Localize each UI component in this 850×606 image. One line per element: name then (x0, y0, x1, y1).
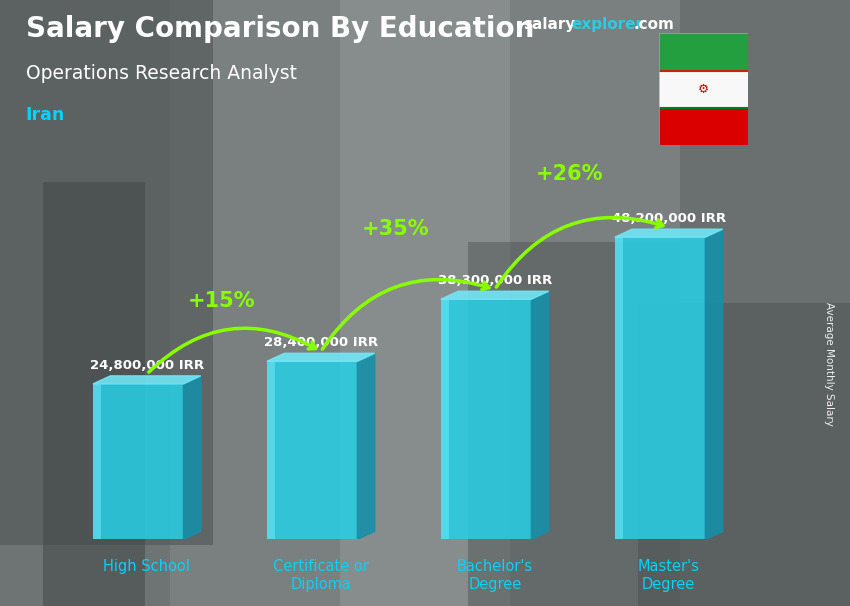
Text: salary: salary (523, 17, 575, 32)
Text: ⚙: ⚙ (698, 83, 709, 96)
Text: 48,200,000 IRR: 48,200,000 IRR (612, 212, 726, 225)
Text: +35%: +35% (362, 219, 429, 239)
Bar (659, 108, 748, 145)
Text: 38,300,000 IRR: 38,300,000 IRR (438, 274, 552, 287)
Bar (340, 0, 510, 606)
Text: High School: High School (104, 559, 190, 574)
Bar (441, 299, 531, 539)
Polygon shape (531, 291, 549, 539)
Polygon shape (615, 229, 722, 237)
Bar (0, 0, 170, 606)
Bar (615, 237, 706, 539)
Text: Master's
Degree: Master's Degree (638, 559, 700, 591)
Bar (615, 237, 623, 539)
Bar (441, 299, 449, 539)
Text: +26%: +26% (536, 164, 604, 184)
Bar (659, 71, 748, 108)
Text: 28,400,000 IRR: 28,400,000 IRR (264, 336, 378, 349)
Bar (638, 303, 850, 606)
Text: explorer: explorer (571, 17, 643, 32)
Text: Certificate or
Diploma: Certificate or Diploma (273, 559, 369, 591)
Polygon shape (267, 353, 375, 361)
Bar (0, 0, 212, 545)
Bar (267, 361, 357, 539)
Polygon shape (441, 291, 549, 299)
Text: Salary Comparison By Education: Salary Comparison By Education (26, 15, 534, 43)
Bar (42, 182, 144, 606)
Bar (93, 384, 184, 539)
Bar (170, 0, 340, 606)
Text: 24,800,000 IRR: 24,800,000 IRR (90, 359, 204, 371)
Text: Operations Research Analyst: Operations Research Analyst (26, 64, 297, 82)
Bar (93, 384, 101, 539)
Polygon shape (93, 376, 201, 384)
Text: +15%: +15% (188, 291, 256, 311)
Bar (267, 361, 275, 539)
Text: Average Monthly Salary: Average Monthly Salary (824, 302, 834, 425)
Polygon shape (184, 376, 201, 539)
Text: Bachelor's
Degree: Bachelor's Degree (456, 559, 533, 591)
Bar (659, 33, 748, 71)
Text: Iran: Iran (26, 106, 65, 124)
Bar (680, 0, 850, 606)
Polygon shape (357, 353, 375, 539)
Text: .com: .com (633, 17, 674, 32)
Bar (468, 242, 680, 606)
Polygon shape (706, 229, 722, 539)
Bar (510, 0, 680, 606)
